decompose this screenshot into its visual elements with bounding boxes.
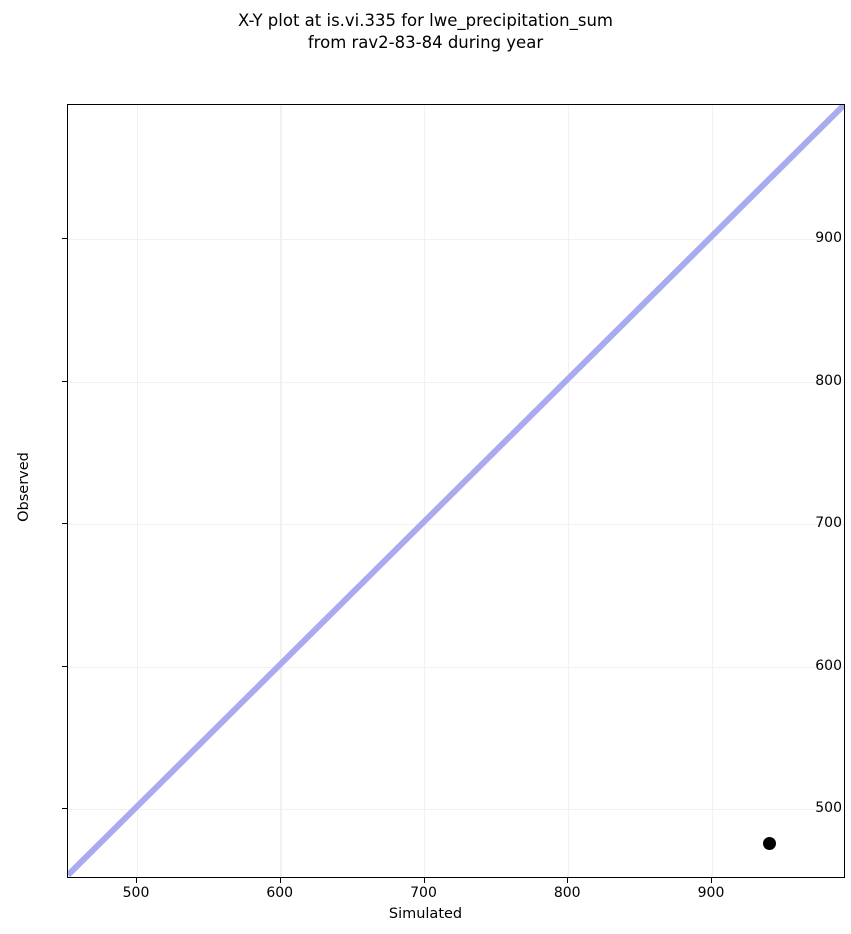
tick-x-600 bbox=[279, 878, 281, 883]
tick-x-700 bbox=[423, 878, 425, 883]
gridline-x-700 bbox=[424, 105, 426, 877]
gridline-y-900 bbox=[68, 239, 844, 241]
ticklabel-x-600: 600 bbox=[266, 885, 294, 901]
tick-x-800 bbox=[567, 878, 569, 883]
ticklabel-y-700: 700 bbox=[815, 515, 842, 531]
tick-y-900 bbox=[62, 238, 67, 240]
y-axis-label: Observed bbox=[16, 452, 32, 522]
ticklabel-x-500: 500 bbox=[122, 885, 150, 901]
gridline-y-500 bbox=[68, 809, 844, 811]
ticklabel-x-900: 900 bbox=[697, 885, 725, 901]
gridline-x-600 bbox=[280, 105, 282, 877]
x-axis-label: Simulated bbox=[388, 906, 463, 922]
ticklabel-x-700: 700 bbox=[410, 885, 437, 901]
ticklabel-y-500: 500 bbox=[815, 800, 842, 816]
data-point[interactable] bbox=[762, 837, 776, 850]
plot-area[interactable] bbox=[67, 104, 845, 878]
chart-title: X-Y plot at is.vi.335 for lwe_precipitat… bbox=[238, 11, 613, 52]
ticklabel-y-600: 600 bbox=[815, 657, 842, 674]
ticklabel-y-900: 900 bbox=[815, 230, 842, 246]
gridline-x-900 bbox=[711, 105, 713, 877]
gridline-y-700 bbox=[68, 524, 844, 526]
gridline-y-800 bbox=[68, 381, 844, 383]
tick-y-600 bbox=[62, 665, 67, 667]
tick-y-700 bbox=[62, 523, 67, 525]
gridline-x-800 bbox=[567, 105, 570, 877]
tick-x-500 bbox=[136, 878, 138, 883]
one-to-one-line bbox=[68, 105, 844, 877]
tick-x-900 bbox=[711, 878, 713, 883]
gridline-x-500 bbox=[136, 105, 138, 877]
ticklabel-x-800: 800 bbox=[553, 885, 581, 901]
tick-y-500 bbox=[62, 808, 67, 810]
gridline-y-600 bbox=[68, 666, 844, 668]
tick-y-800 bbox=[62, 380, 67, 382]
ticklabel-y-800: 800 bbox=[815, 372, 842, 389]
